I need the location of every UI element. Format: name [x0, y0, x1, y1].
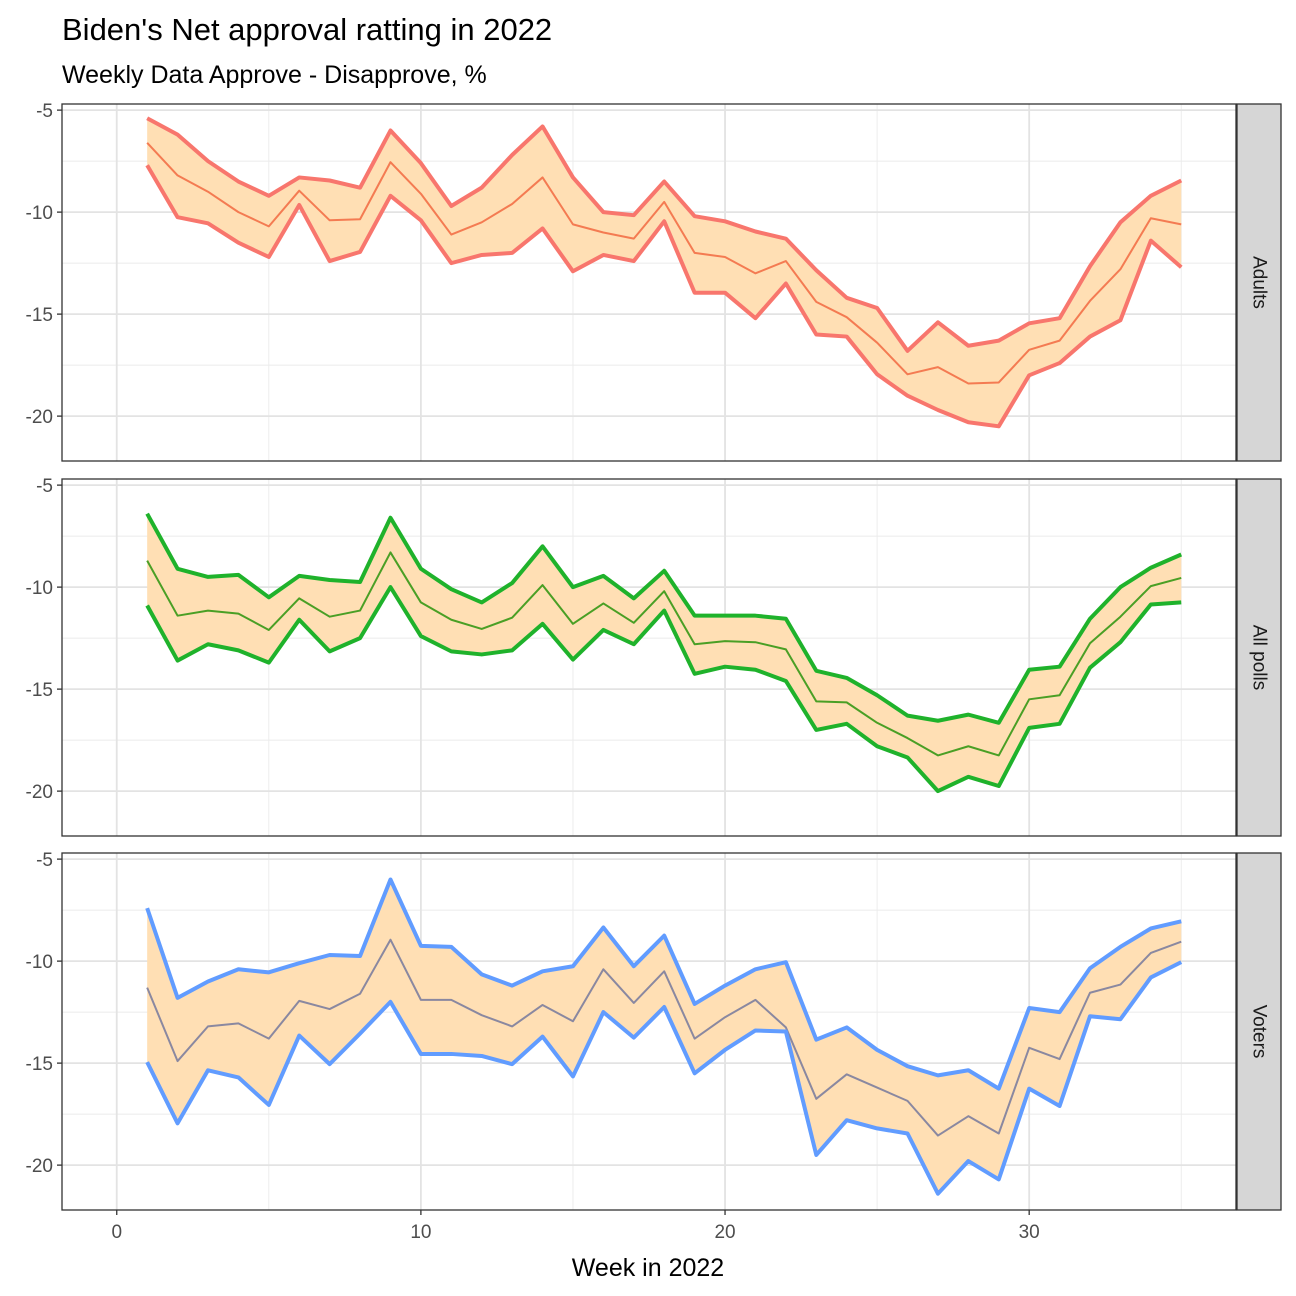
x-tick-label: 20 [714, 1222, 735, 1243]
panel-all-polls: -5 -10 -15 -20 All polls [26, 476, 1282, 837]
y-tick-label: -10 [26, 203, 53, 224]
y-tick-label: -20 [26, 782, 53, 803]
panel-border [61, 103, 1237, 462]
series-line-estimate [146, 938, 1182, 1137]
x-tick-label: 0 [111, 1222, 122, 1243]
panel-voters: -5 -10 -15 -20 Voters [26, 850, 1282, 1211]
confidence-band [147, 513, 1182, 792]
y-tick-label: -15 [26, 1054, 53, 1075]
facet-strip [1236, 852, 1282, 1211]
facet-strip [1236, 478, 1282, 837]
y-tick-label: -5 [36, 850, 53, 871]
y-tick-label: -10 [26, 578, 53, 599]
series-line-estimate [146, 142, 1182, 385]
confidence-band [147, 118, 1182, 427]
panel-border [61, 478, 1237, 837]
series-line-upper [146, 116, 1183, 353]
facet-strip-label: All polls [1249, 625, 1270, 690]
y-tick-label: -10 [26, 952, 53, 973]
y-tick-label: -15 [26, 680, 53, 701]
series-line-upper [145, 512, 1183, 725]
series-line-lower [145, 164, 1183, 429]
y-tick-label: -15 [26, 305, 53, 326]
y-tick-label: -20 [26, 407, 53, 428]
facet-strip-label: Voters [1249, 1005, 1270, 1059]
panel-background [62, 479, 1236, 836]
x-axis: 0 10 20 30 [111, 1210, 1040, 1243]
facet-strip [1236, 103, 1282, 462]
panel-adults: -5 -10 -15 -20 Adults [26, 101, 1282, 462]
y-tick-label: -5 [36, 101, 53, 122]
series-line-lower [145, 960, 1183, 1196]
series-line-estimate [146, 551, 1182, 757]
chart-subtitle: Weekly Data Approve - Disapprove, % [62, 61, 487, 89]
x-axis-title: Week in 2022 [572, 1254, 724, 1282]
facet-strip-label: Adults [1249, 256, 1270, 309]
y-tick-label: -20 [26, 1156, 53, 1177]
chart-title: Biden's Net approval ratting in 2022 [62, 12, 552, 47]
series-line-upper [145, 877, 1182, 1091]
y-tick-label: -5 [36, 476, 53, 497]
x-tick-label: 30 [1019, 1222, 1040, 1243]
x-tick-label: 10 [410, 1222, 431, 1243]
panel-background [62, 104, 1236, 461]
confidence-band [147, 879, 1182, 1194]
series-line-lower [145, 585, 1182, 794]
panel-border [61, 852, 1237, 1211]
